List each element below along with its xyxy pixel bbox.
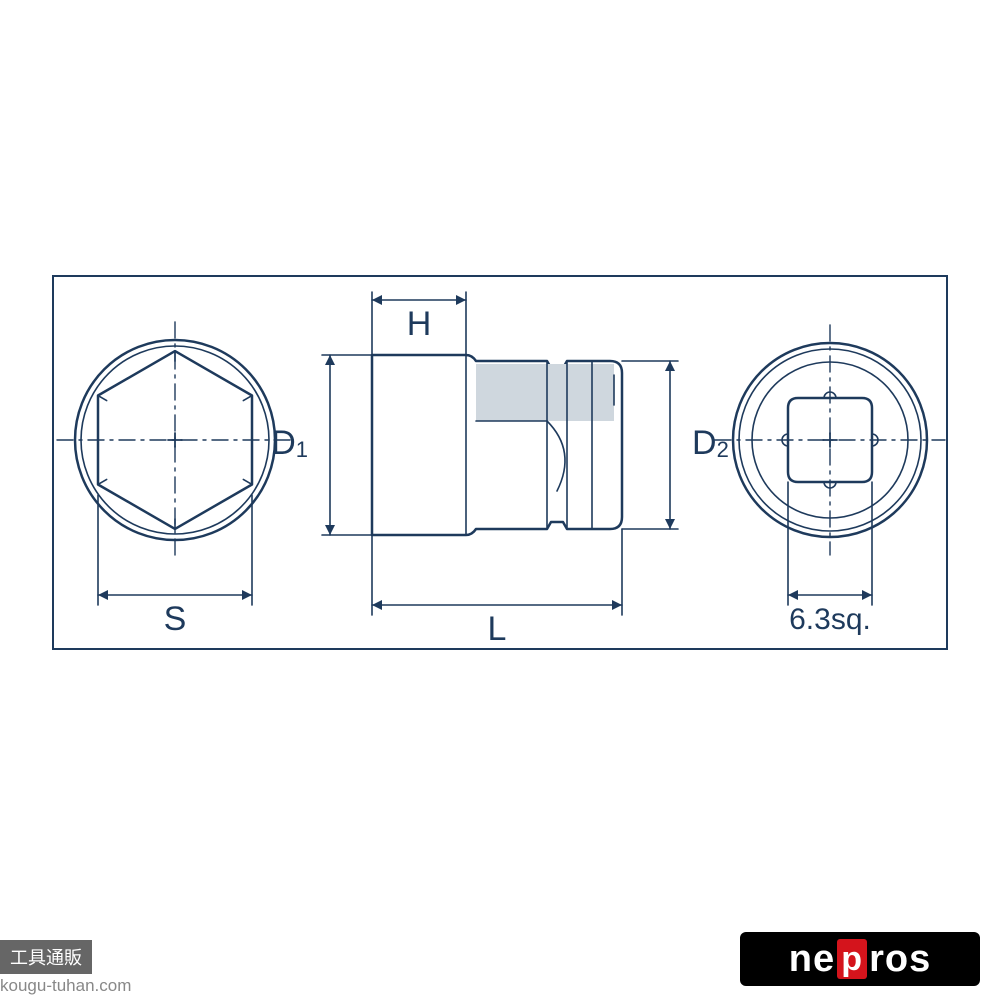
logo-text-p: p <box>837 939 867 979</box>
nepros-logo: ne p ros <box>740 932 980 986</box>
diagram-frame <box>52 275 948 650</box>
footer: 工具通販 kougu-tuhan.com ne p ros <box>0 922 1000 1000</box>
site-url: kougu-tuhan.com <box>0 976 131 996</box>
logo-text-2: ros <box>869 938 931 981</box>
site-label: 工具通販 <box>0 940 92 974</box>
logo-text-1: ne <box>789 938 835 981</box>
